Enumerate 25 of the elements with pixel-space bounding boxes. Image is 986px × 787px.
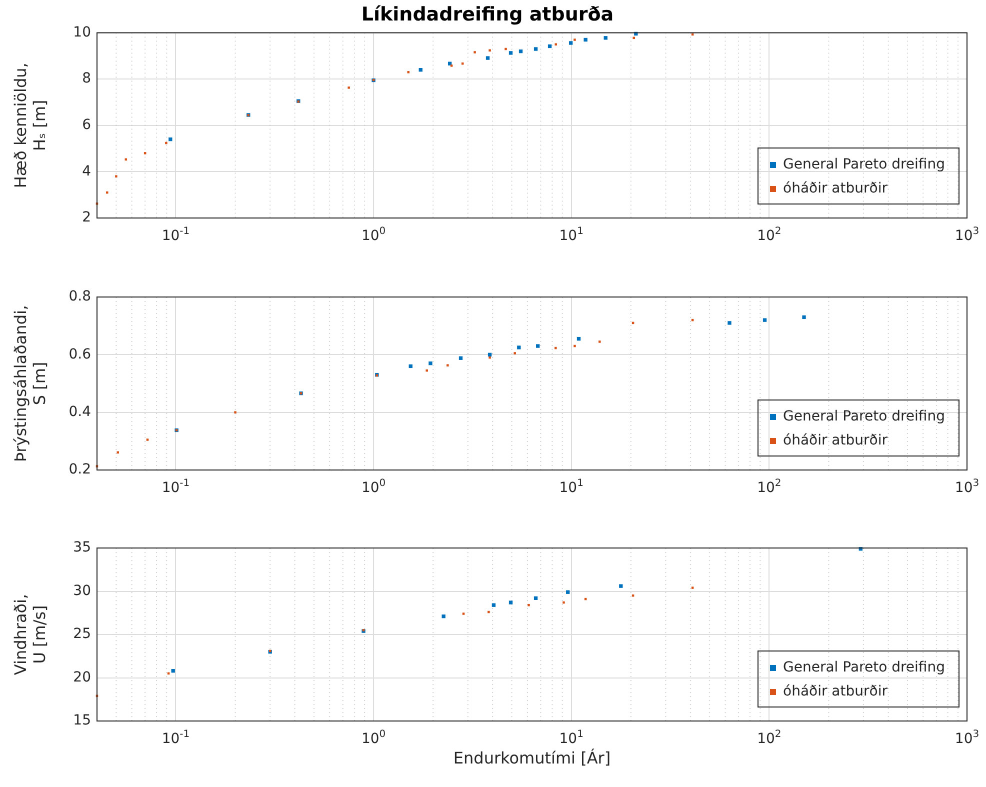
y-tick-label: 10 [73, 24, 91, 40]
y-tick-label: 6 [82, 117, 92, 134]
x-axis-title: Endurkomutími [Ár] [453, 748, 611, 768]
y-tick-label: 4 [82, 163, 92, 180]
y-tick-label: 15 [73, 712, 91, 729]
legend-label: óháðir atburðir [783, 180, 888, 197]
y-tick-label: 0.8 [68, 288, 91, 305]
y-axis-title: Vindhraði, U [m/s] [10, 594, 49, 676]
chart-title: Líkindadreifing atburða [361, 3, 614, 26]
y-axis-title: Þrýstingsáhlaðandi, S [m] [10, 304, 49, 462]
y-axis-title: Hæð kenniöldu, Hₛ [m] [10, 62, 49, 188]
y-tick-label: 25 [73, 626, 91, 642]
y-tick-label: 2 [82, 210, 91, 226]
y-tick-label: 8 [82, 70, 91, 87]
legend-label: óháðir atburðir [783, 432, 888, 449]
y-tick-label: 30 [73, 582, 91, 599]
y-tick-label: 35 [73, 540, 91, 556]
legend-label: General Pareto dreifing [783, 660, 945, 676]
y-tick-label: 0.2 [68, 462, 91, 478]
y-tick-label: 0.4 [68, 404, 92, 420]
legend-label: óháðir atburðir [783, 684, 888, 700]
y-tick-label: 0.6 [68, 346, 92, 362]
legend-label: General Pareto dreifing [783, 408, 945, 425]
y-tick-label: 20 [73, 669, 91, 686]
legend-label: General Pareto dreifing [783, 156, 945, 173]
